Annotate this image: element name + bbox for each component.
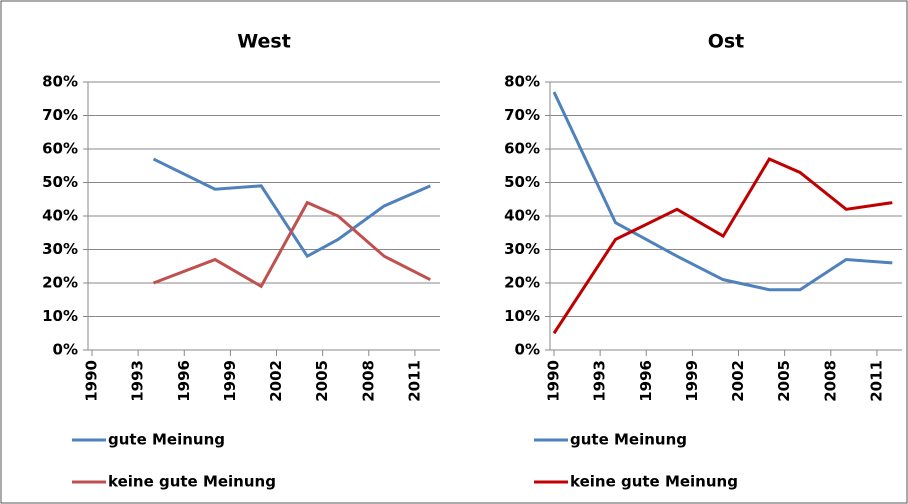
x-tick-label: 2002 bbox=[729, 360, 747, 402]
x-tick-label: 1993 bbox=[591, 360, 609, 402]
series-line bbox=[152, 157, 431, 259]
y-tick-label: 40% bbox=[42, 207, 78, 225]
y-tick-label: 20% bbox=[504, 274, 540, 292]
x-tick-label: 2005 bbox=[313, 360, 331, 402]
y-tick-label: 70% bbox=[42, 106, 78, 124]
y-tick-label: 10% bbox=[42, 307, 78, 325]
x-tick-label: 1999 bbox=[683, 360, 701, 402]
x-tick-label: 1996 bbox=[175, 360, 193, 402]
series-line bbox=[552, 157, 893, 335]
x-tick-label: 2008 bbox=[359, 360, 377, 402]
y-tick-label: 80% bbox=[42, 73, 78, 91]
series-line bbox=[552, 91, 893, 292]
legend-label: keine gute Meinung bbox=[570, 473, 738, 491]
x-tick-label: 1990 bbox=[545, 360, 563, 402]
x-tick-label: 2008 bbox=[821, 360, 839, 402]
y-tick-label: 20% bbox=[42, 274, 78, 292]
chart-title: Ost bbox=[708, 31, 745, 53]
y-tick-label: 60% bbox=[42, 140, 78, 158]
y-tick-label: 50% bbox=[42, 173, 78, 191]
x-tick-label: 2002 bbox=[267, 360, 285, 402]
y-tick-label: 0% bbox=[53, 341, 78, 359]
x-tick-label: 1999 bbox=[221, 360, 239, 402]
series-line bbox=[152, 200, 431, 289]
x-tick-label: 2005 bbox=[775, 360, 793, 402]
legend-label: keine gute Meinung bbox=[108, 473, 276, 491]
x-tick-label: 1993 bbox=[129, 360, 147, 402]
y-tick-label: 70% bbox=[504, 106, 540, 124]
chart-title: West bbox=[237, 31, 291, 53]
y-tick-label: 50% bbox=[504, 173, 540, 191]
y-tick-label: 60% bbox=[504, 140, 540, 158]
y-tick-label: 30% bbox=[42, 240, 78, 258]
legend-label: gute Meinung bbox=[570, 431, 687, 449]
x-tick-label: 2011 bbox=[867, 360, 885, 402]
x-tick-label: 1990 bbox=[83, 360, 101, 402]
y-tick-label: 40% bbox=[504, 207, 540, 225]
legend-label: gute Meinung bbox=[108, 431, 225, 449]
y-tick-label: 80% bbox=[504, 73, 540, 91]
y-tick-label: 30% bbox=[504, 240, 540, 258]
y-tick-label: 0% bbox=[515, 341, 540, 359]
x-tick-label: 1996 bbox=[637, 360, 655, 402]
x-tick-label: 2011 bbox=[405, 360, 423, 402]
y-tick-label: 10% bbox=[504, 307, 540, 325]
